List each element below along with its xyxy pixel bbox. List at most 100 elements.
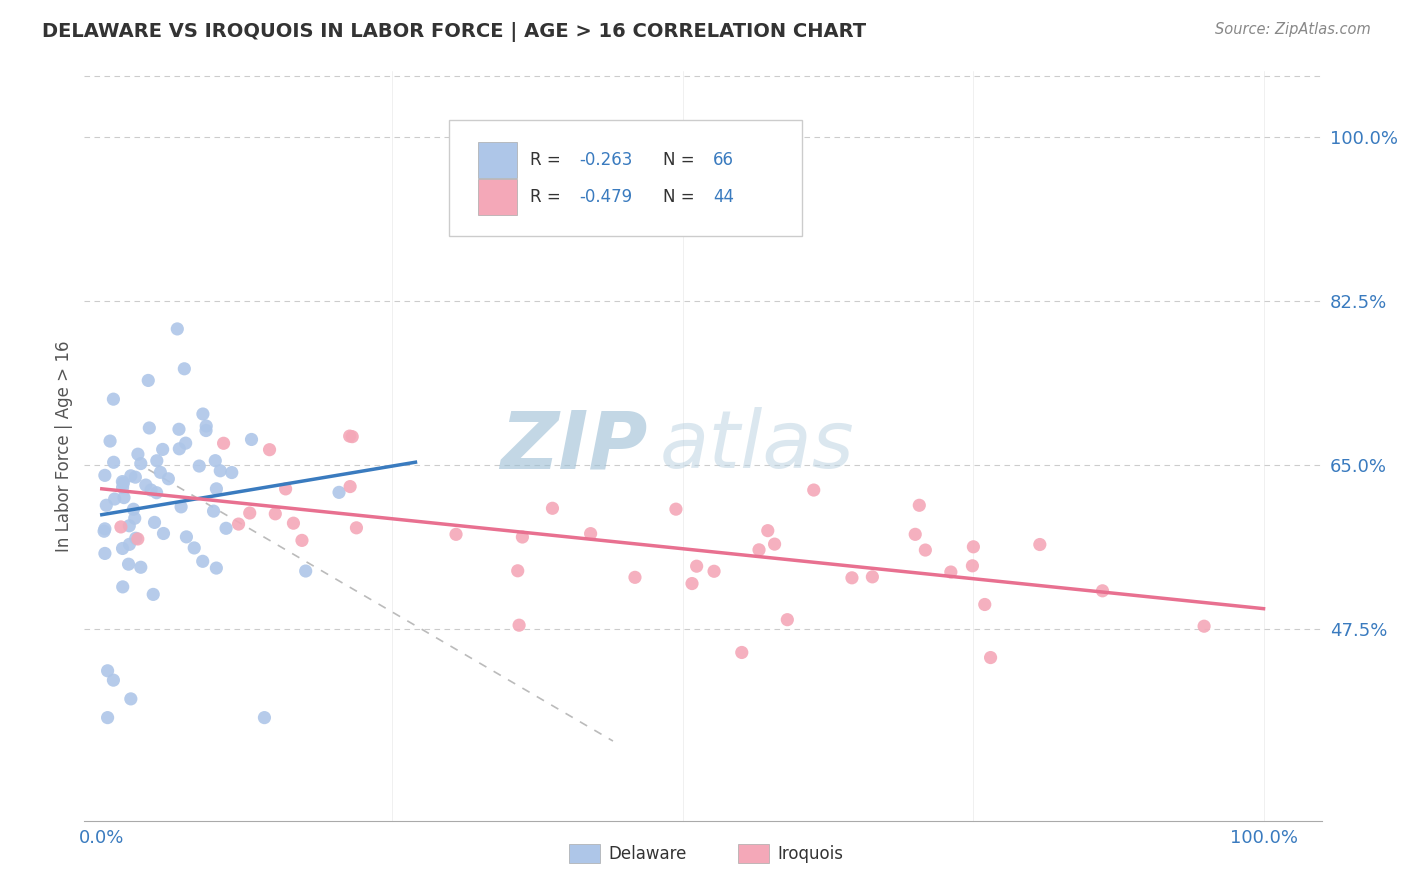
Point bbox=[96, 498, 118, 512]
Point bbox=[120, 692, 142, 706]
Text: ZIP: ZIP bbox=[501, 407, 647, 485]
Text: R =: R = bbox=[530, 188, 565, 206]
Point bbox=[339, 479, 361, 493]
Point bbox=[904, 527, 927, 541]
Point bbox=[195, 424, 218, 438]
Point bbox=[240, 433, 263, 447]
Point bbox=[149, 466, 172, 480]
Point bbox=[291, 533, 314, 548]
Text: N =: N = bbox=[664, 188, 700, 206]
Point bbox=[209, 464, 232, 478]
Point bbox=[145, 485, 167, 500]
Point bbox=[283, 516, 305, 531]
Point bbox=[908, 498, 931, 512]
Point bbox=[94, 522, 117, 536]
Point bbox=[980, 650, 1002, 665]
Text: 44: 44 bbox=[713, 188, 734, 206]
Point bbox=[205, 482, 228, 496]
Point bbox=[748, 542, 770, 557]
Point bbox=[973, 598, 995, 612]
Point bbox=[118, 537, 141, 551]
Point bbox=[962, 540, 984, 554]
Point bbox=[508, 618, 530, 632]
Point bbox=[939, 565, 962, 579]
Point bbox=[152, 442, 174, 457]
Point bbox=[191, 554, 214, 568]
Point bbox=[204, 453, 226, 467]
Point bbox=[98, 434, 121, 448]
Point bbox=[188, 458, 211, 473]
Point bbox=[174, 436, 197, 450]
Point bbox=[142, 587, 165, 601]
Point bbox=[202, 504, 225, 518]
Point bbox=[111, 580, 134, 594]
Point bbox=[860, 570, 883, 584]
Y-axis label: In Labor Force | Age > 16: In Labor Force | Age > 16 bbox=[55, 340, 73, 552]
Point bbox=[111, 541, 134, 556]
Point bbox=[328, 485, 350, 500]
Point bbox=[191, 407, 214, 421]
Point bbox=[776, 613, 799, 627]
Point bbox=[110, 520, 132, 534]
Point bbox=[579, 526, 602, 541]
Point bbox=[138, 421, 160, 435]
Point bbox=[342, 430, 364, 444]
Point bbox=[104, 491, 127, 506]
FancyBboxPatch shape bbox=[478, 142, 517, 178]
Point bbox=[152, 526, 174, 541]
Point bbox=[703, 564, 725, 578]
Point bbox=[914, 543, 936, 558]
Point bbox=[112, 491, 135, 505]
Point bbox=[120, 468, 142, 483]
Point bbox=[176, 530, 198, 544]
Text: Iroquois: Iroquois bbox=[778, 845, 844, 863]
Point bbox=[125, 531, 148, 545]
FancyBboxPatch shape bbox=[450, 120, 801, 236]
Point bbox=[103, 392, 125, 407]
Point bbox=[93, 524, 115, 539]
Point bbox=[136, 374, 159, 388]
Text: -0.263: -0.263 bbox=[579, 151, 633, 169]
Point bbox=[129, 457, 152, 471]
Point bbox=[264, 507, 287, 521]
Point bbox=[259, 442, 281, 457]
Text: -0.479: -0.479 bbox=[579, 188, 633, 206]
Point bbox=[212, 436, 235, 450]
Point bbox=[624, 570, 647, 584]
Point bbox=[512, 530, 534, 544]
Point bbox=[685, 559, 707, 574]
Point bbox=[962, 558, 984, 573]
Point bbox=[756, 524, 779, 538]
Point bbox=[274, 482, 297, 496]
Point bbox=[1029, 537, 1052, 551]
Point bbox=[665, 502, 688, 516]
Point bbox=[146, 454, 169, 468]
Text: Source: ZipAtlas.com: Source: ZipAtlas.com bbox=[1215, 22, 1371, 37]
Point bbox=[173, 361, 195, 376]
Point bbox=[731, 645, 754, 659]
Point bbox=[112, 476, 135, 491]
Point bbox=[135, 478, 157, 492]
Point bbox=[143, 516, 166, 530]
Point bbox=[506, 564, 529, 578]
Point bbox=[166, 322, 188, 336]
Point bbox=[346, 521, 368, 535]
Point bbox=[157, 472, 180, 486]
Point bbox=[118, 518, 141, 533]
Point bbox=[97, 664, 120, 678]
Point bbox=[294, 564, 316, 578]
Point bbox=[103, 673, 125, 688]
Text: N =: N = bbox=[664, 151, 700, 169]
Point bbox=[170, 500, 193, 514]
Text: R =: R = bbox=[530, 151, 565, 169]
Point bbox=[124, 511, 146, 525]
Text: 66: 66 bbox=[713, 151, 734, 169]
Point bbox=[111, 475, 134, 489]
Point bbox=[1192, 619, 1215, 633]
Text: atlas: atlas bbox=[659, 407, 855, 485]
Point bbox=[122, 502, 145, 516]
Point bbox=[541, 501, 564, 516]
Point bbox=[215, 521, 238, 535]
Text: Delaware: Delaware bbox=[609, 845, 688, 863]
Point bbox=[129, 560, 152, 574]
